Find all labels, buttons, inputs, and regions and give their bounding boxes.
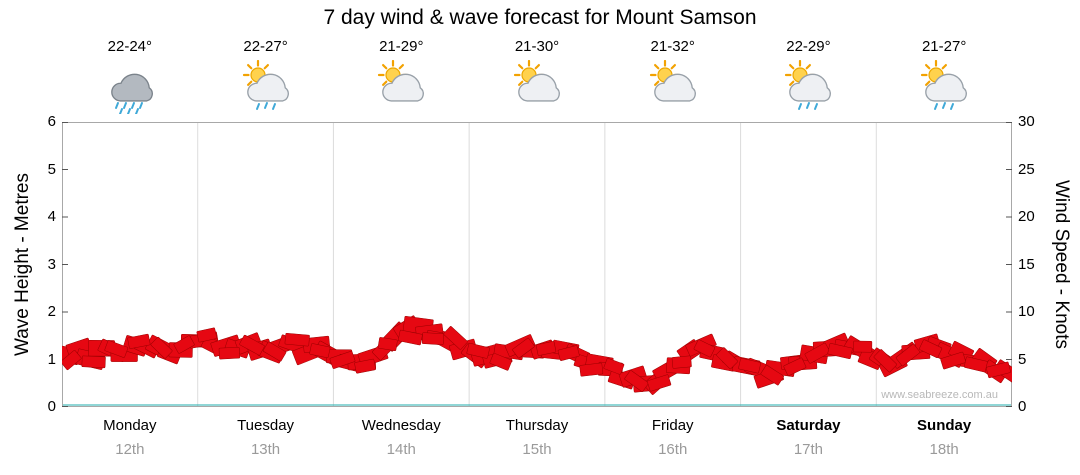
day-name-label: Thursday [505,417,569,434]
wave-band [62,315,1012,395]
wind-axis-title: Wind Speed - Knots [1051,180,1072,349]
day-name-label: Sunday [917,417,972,434]
wind-tick-label: 15 [1018,255,1035,273]
day-name-label: Monday [103,417,157,434]
sun-cloud-icon [378,60,425,102]
day-date-label: 18th [929,441,959,458]
wind-tick-label: 0 [1018,398,1027,415]
watermark-text: www.seabreeze.com.au [881,389,998,401]
temperature-range: 21-30° [514,38,560,55]
temperature-range: 21-29° [379,38,424,55]
day-date-label: 14th [386,441,416,458]
rain-cloud-icon [110,73,153,114]
day-name-label: Tuesday [237,417,295,434]
day-date-label: 12th [115,441,145,458]
day-name-label: Wednesday [361,417,441,434]
day-date-label: 16th [658,441,688,458]
sun-cloud-rain-icon [785,60,832,110]
day-name-label: Friday [651,417,694,434]
forecast-plot [62,122,1012,407]
wind-tick-label: 25 [1018,160,1035,178]
sun-cloud-icon [649,60,696,102]
temperature-range: 22-29° [786,38,831,55]
temperature-range: 21-27° [921,38,967,55]
day-date-label: 15th [522,441,552,458]
wind-tick-label: 20 [1018,208,1035,225]
day-date-label: 13th [250,441,281,458]
temperature-range: 21-32° [650,38,695,55]
sun-cloud-rain-icon [242,60,289,110]
wind-tick-label: 10 [1018,303,1035,320]
temperature-range: 22-24° [107,38,153,55]
day-name-label: Saturday [776,417,841,434]
wind-tick-label: 30 [1018,113,1035,130]
sun-cloud-icon [513,60,560,102]
sun-cloud-rain-icon [921,60,968,110]
temperature-range: 22-27° [243,38,288,55]
page-title: 7 day wind & wave forecast for Mount Sam… [323,6,757,29]
wave-axis-title: Wave Height - Metres [12,173,33,357]
wind-tick-label: 5 [1018,350,1027,368]
day-date-label: 17th [793,441,824,458]
